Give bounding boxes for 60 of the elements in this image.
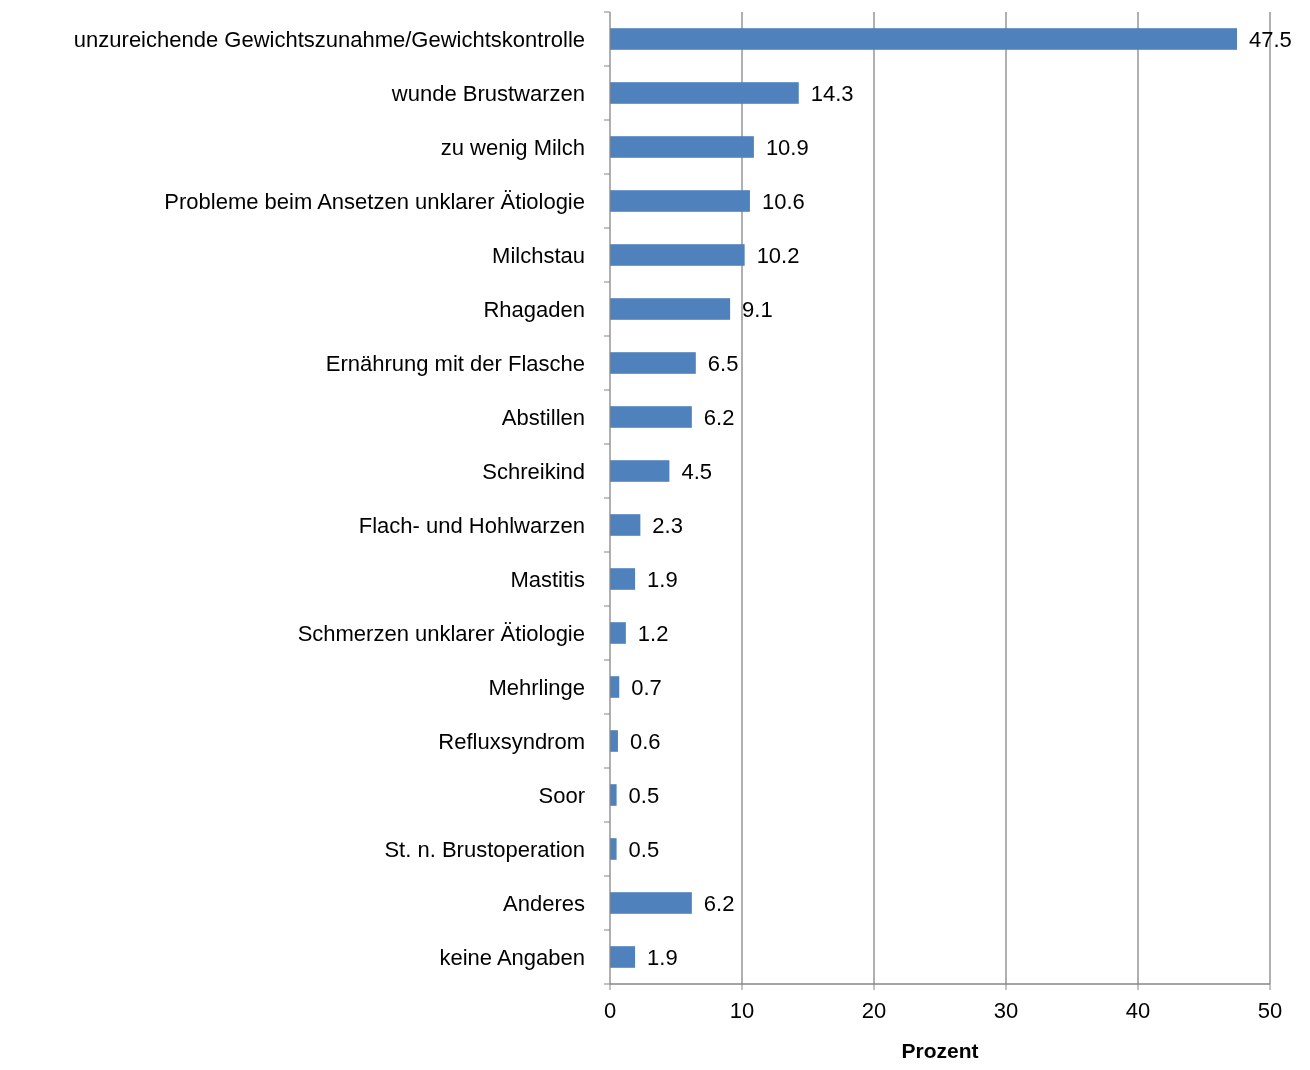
data-label: 9.1 (742, 296, 773, 322)
bar (610, 460, 670, 482)
data-label: 6.2 (703, 890, 735, 916)
data-label: 0.5 (628, 836, 660, 862)
y-tick-label: keine Angaben (439, 944, 585, 970)
y-tick-label: unzureichende Gewichtszunahme/Gewichtskontrolle (73, 26, 585, 52)
y-tick-label: Anderes (503, 890, 585, 916)
y-tick-label: zu wenig Milch (440, 134, 585, 160)
data-label: 2.3 (652, 512, 683, 538)
x-tick-label: 0 (603, 998, 617, 1023)
y-tick-label: Abstillen (501, 404, 585, 430)
data-label: 47.5 (1249, 26, 1292, 52)
data-label: 1.9 (647, 566, 678, 592)
data-label: 14.3 (810, 80, 854, 106)
bar (610, 568, 636, 590)
data-label: 0.5 (628, 782, 660, 808)
data-label: 0.7 (631, 674, 662, 700)
data-label: 1.2 (637, 620, 669, 646)
y-tick-label: Schreikind (482, 458, 585, 484)
y-tick-label: Refluxsyndrom (438, 728, 585, 754)
y-tick-label: Probleme beim Ansetzen unklarer Ätiologie (164, 188, 585, 214)
y-tick-label: Soor (538, 782, 585, 808)
y-tick-label: Flach- und Hohlwarzen (358, 512, 585, 538)
bar (610, 730, 618, 752)
x-axis-title: Prozent (901, 1039, 979, 1062)
y-tick-label: Ernährung mit der Flasche (325, 350, 585, 376)
bar (610, 28, 1237, 50)
bar (610, 784, 617, 806)
x-tick-label: 50 (1257, 998, 1283, 1023)
bar (610, 190, 750, 212)
data-label: 0.6 (629, 728, 661, 754)
data-label: 10.2 (756, 242, 800, 268)
data-label: 1.9 (647, 944, 678, 970)
data-label: 6.5 (707, 350, 739, 376)
bar (610, 352, 696, 374)
y-tick-label: Milchstau (492, 242, 585, 268)
bar (610, 892, 692, 914)
x-tick-label: 40 (1125, 998, 1151, 1023)
bar (610, 244, 745, 266)
data-label: 4.5 (681, 458, 712, 484)
y-tick-label: Schmerzen unklarer Ätiologie (297, 620, 585, 646)
data-label: 6.2 (703, 404, 735, 430)
y-tick-label: Mastitis (510, 566, 585, 592)
bar (610, 514, 641, 536)
x-tick-label: 30 (993, 998, 1019, 1023)
x-tick-label: 10 (729, 998, 755, 1023)
bar (610, 622, 626, 644)
y-tick-label: wunde Brustwarzen (390, 80, 585, 106)
bar (610, 136, 754, 158)
data-label: 10.6 (761, 188, 805, 214)
bar (610, 298, 731, 320)
bar (610, 406, 692, 428)
y-tick-label: St. n. Brustoperation (384, 836, 585, 862)
bar (610, 946, 636, 968)
x-tick-label: 20 (861, 998, 887, 1023)
data-label: 10.9 (765, 134, 809, 160)
bar (610, 82, 799, 104)
y-tick-label: Mehrlinge (488, 674, 585, 700)
bar (610, 838, 617, 860)
y-tick-label: Rhagaden (483, 296, 585, 322)
